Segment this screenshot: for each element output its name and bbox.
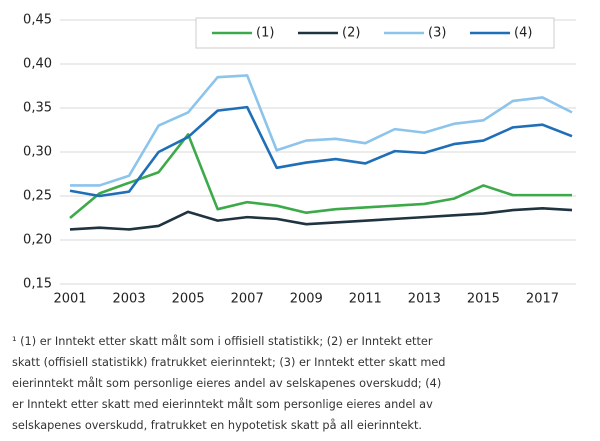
footnote-line: ¹ (1) er Inntekt etter skatt målt som i … <box>12 335 433 348</box>
y-tick-label: 0,25 <box>23 189 52 204</box>
footnote-line: eierinntekt målt som personlige eieres a… <box>12 377 441 390</box>
y-tick-label: 0,45 <box>23 13 52 28</box>
series-line <box>69 207 573 231</box>
y-tick-label: 0,20 <box>23 233 52 248</box>
y-tick-label: 0,15 <box>23 277 52 292</box>
x-tick-label: 2013 <box>408 292 441 307</box>
x-tick-label: 2001 <box>53 292 86 307</box>
legend-label: (1) <box>256 26 274 41</box>
x-tick-label: 2005 <box>172 292 205 307</box>
x-tick-label: 2009 <box>290 292 323 307</box>
footnote-line: er Inntekt etter skatt med eierinntekt m… <box>12 398 433 411</box>
x-tick-label: 2003 <box>113 292 146 307</box>
x-tick-label: 2007 <box>231 292 264 307</box>
y-tick-label: 0,40 <box>23 57 52 72</box>
legend-label: (4) <box>514 26 532 41</box>
footnote-line: selskapenes overskudd, fratrukket en hyp… <box>12 419 422 432</box>
legend-label: (2) <box>342 26 360 41</box>
y-tick-label: 0,30 <box>23 145 52 160</box>
series-line <box>69 133 572 219</box>
x-tick-label: 2015 <box>467 292 500 307</box>
x-tick-label: 2011 <box>349 292 382 307</box>
legend-label: (3) <box>428 26 446 41</box>
series-line <box>70 74 573 187</box>
series-line <box>69 105 573 198</box>
footnote-line: skatt (offisiell statistikk) fratrukket … <box>12 356 445 369</box>
x-tick-label: 2017 <box>526 292 559 307</box>
y-tick-label: 0,35 <box>23 101 52 116</box>
